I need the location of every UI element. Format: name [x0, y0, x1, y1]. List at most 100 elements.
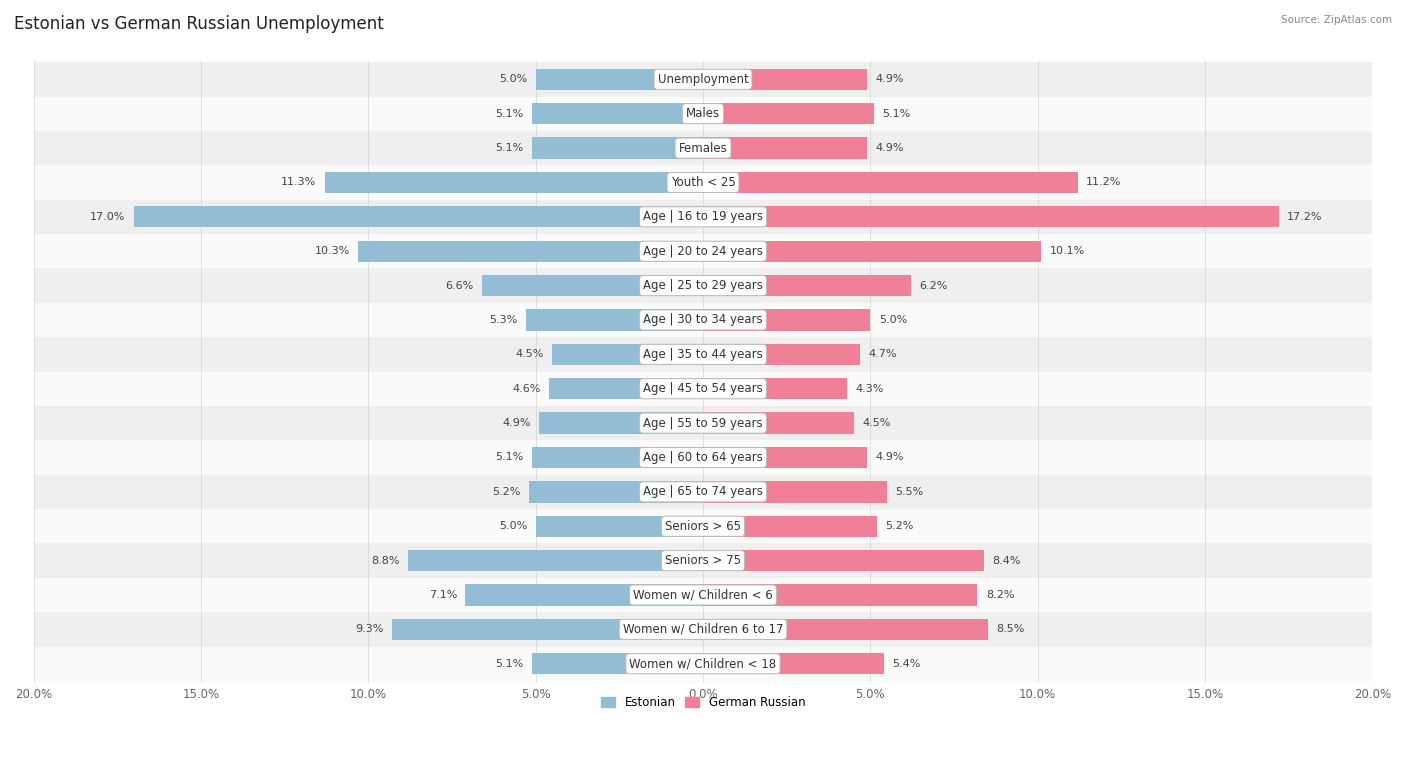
Bar	[703, 241, 1040, 262]
Text: 7.1%: 7.1%	[429, 590, 457, 600]
Text: 8.4%: 8.4%	[993, 556, 1021, 565]
Text: Age | 30 to 34 years: Age | 30 to 34 years	[643, 313, 763, 326]
Bar	[703, 206, 1278, 228]
Bar	[34, 165, 1372, 200]
Bar	[359, 241, 703, 262]
Bar	[482, 275, 703, 296]
Text: Age | 65 to 74 years: Age | 65 to 74 years	[643, 485, 763, 498]
Text: 5.0%: 5.0%	[499, 522, 527, 531]
Bar	[34, 475, 1372, 509]
Bar	[34, 509, 1372, 544]
Bar	[553, 344, 703, 365]
Text: 4.9%: 4.9%	[502, 418, 530, 428]
Text: Unemployment: Unemployment	[658, 73, 748, 86]
Text: 5.4%: 5.4%	[893, 659, 921, 668]
Bar	[703, 275, 911, 296]
Bar	[703, 447, 868, 468]
Bar	[34, 578, 1372, 612]
Bar	[34, 406, 1372, 441]
Bar	[465, 584, 703, 606]
Text: Age | 45 to 54 years: Age | 45 to 54 years	[643, 382, 763, 395]
Bar	[703, 310, 870, 331]
Text: Age | 55 to 59 years: Age | 55 to 59 years	[643, 416, 763, 430]
Bar	[703, 378, 846, 400]
Bar	[34, 62, 1372, 96]
Text: 11.2%: 11.2%	[1087, 177, 1122, 188]
Text: Seniors > 65: Seniors > 65	[665, 520, 741, 533]
Bar	[34, 234, 1372, 269]
Bar	[703, 103, 873, 124]
Text: Age | 20 to 24 years: Age | 20 to 24 years	[643, 245, 763, 257]
Bar	[533, 447, 703, 468]
Bar	[34, 131, 1372, 165]
Bar	[536, 516, 703, 537]
Text: 17.2%: 17.2%	[1286, 212, 1323, 222]
Text: 4.9%: 4.9%	[876, 143, 904, 153]
Text: 4.5%: 4.5%	[862, 418, 890, 428]
Text: Age | 60 to 64 years: Age | 60 to 64 years	[643, 451, 763, 464]
Bar	[703, 550, 984, 572]
Text: 5.5%: 5.5%	[896, 487, 924, 497]
Text: Youth < 25: Youth < 25	[671, 176, 735, 189]
Text: Women w/ Children < 6: Women w/ Children < 6	[633, 588, 773, 602]
Bar	[703, 138, 868, 159]
Text: 10.3%: 10.3%	[315, 246, 350, 256]
Text: 5.2%: 5.2%	[886, 522, 914, 531]
Bar	[548, 378, 703, 400]
Bar	[134, 206, 703, 228]
Bar	[703, 584, 977, 606]
Text: 5.0%: 5.0%	[879, 315, 907, 325]
Text: 4.7%: 4.7%	[869, 349, 897, 360]
Text: 8.5%: 8.5%	[995, 625, 1024, 634]
Text: 5.1%: 5.1%	[496, 659, 524, 668]
Text: Women w/ Children < 18: Women w/ Children < 18	[630, 657, 776, 670]
Text: 8.2%: 8.2%	[986, 590, 1014, 600]
Text: 4.9%: 4.9%	[876, 74, 904, 84]
Legend: Estonian, German Russian: Estonian, German Russian	[596, 692, 810, 714]
Bar	[703, 618, 987, 640]
Bar	[34, 303, 1372, 337]
Text: 8.8%: 8.8%	[371, 556, 401, 565]
Text: 11.3%: 11.3%	[281, 177, 316, 188]
Bar	[703, 172, 1078, 193]
Text: Females: Females	[679, 142, 727, 154]
Text: 6.6%: 6.6%	[446, 281, 474, 291]
Text: 10.1%: 10.1%	[1049, 246, 1084, 256]
Bar	[34, 372, 1372, 406]
Text: 5.0%: 5.0%	[499, 74, 527, 84]
Text: Males: Males	[686, 107, 720, 120]
Text: 4.5%: 4.5%	[516, 349, 544, 360]
Bar	[538, 413, 703, 434]
Bar	[536, 69, 703, 90]
Bar	[392, 618, 703, 640]
Text: 5.1%: 5.1%	[882, 109, 910, 119]
Text: 5.1%: 5.1%	[496, 453, 524, 463]
Text: Seniors > 75: Seniors > 75	[665, 554, 741, 567]
Bar	[703, 516, 877, 537]
Bar	[703, 481, 887, 503]
Bar	[325, 172, 703, 193]
Bar	[703, 413, 853, 434]
Bar	[703, 344, 860, 365]
Text: Source: ZipAtlas.com: Source: ZipAtlas.com	[1281, 15, 1392, 25]
Bar	[409, 550, 703, 572]
Text: 6.2%: 6.2%	[920, 281, 948, 291]
Bar	[533, 103, 703, 124]
Bar	[529, 481, 703, 503]
Bar	[34, 646, 1372, 681]
Text: 5.3%: 5.3%	[489, 315, 517, 325]
Bar	[34, 96, 1372, 131]
Text: Estonian vs German Russian Unemployment: Estonian vs German Russian Unemployment	[14, 15, 384, 33]
Text: 4.9%: 4.9%	[876, 453, 904, 463]
Bar	[533, 138, 703, 159]
Bar	[34, 612, 1372, 646]
Bar	[34, 544, 1372, 578]
Bar	[34, 200, 1372, 234]
Bar	[34, 441, 1372, 475]
Text: 17.0%: 17.0%	[90, 212, 125, 222]
Text: Age | 35 to 44 years: Age | 35 to 44 years	[643, 348, 763, 361]
Text: Age | 25 to 29 years: Age | 25 to 29 years	[643, 279, 763, 292]
Text: Age | 16 to 19 years: Age | 16 to 19 years	[643, 210, 763, 223]
Text: 5.1%: 5.1%	[496, 143, 524, 153]
Text: Women w/ Children 6 to 17: Women w/ Children 6 to 17	[623, 623, 783, 636]
